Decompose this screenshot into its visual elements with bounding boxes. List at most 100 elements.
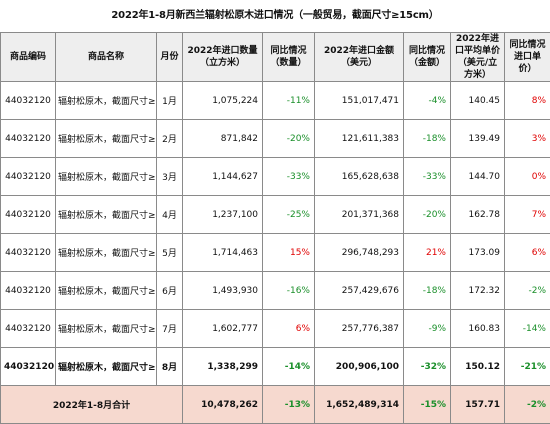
cell-amount: 257,429,676 [315, 272, 404, 310]
table-row: 44032120 辐射松原木，截面尺寸≥15cm 4月 1,237,100 -2… [1, 196, 550, 234]
header-price: 2022年进口平均单价（美元/立方米） [451, 33, 505, 82]
cell-amount-yoy: -32% [404, 348, 451, 386]
cell-name: 辐射松原木，截面尺寸≥15cm [56, 234, 157, 272]
cell-name: 辐射松原木，截面尺寸≥15cm [56, 196, 157, 234]
cell-price: 172.32 [451, 272, 505, 310]
cell-month: 5月 [157, 234, 183, 272]
cell-code: 44032120 [1, 82, 56, 120]
cell-price-yoy: 8% [505, 82, 550, 120]
cell-amount: 151,017,471 [315, 82, 404, 120]
cell-qty: 1,075,224 [183, 82, 263, 120]
total-price: 157.71 [451, 386, 505, 424]
total-qty: 10,478,262 [183, 386, 263, 424]
cell-code: 44032120 [1, 348, 56, 386]
cell-price: 160.83 [451, 310, 505, 348]
import-table: 商品编码 商品名称 月份 2022年进口数量（立方米） 同比情况（数量） 202… [0, 32, 550, 424]
cell-price-yoy: 0% [505, 158, 550, 196]
cell-qty: 1,602,777 [183, 310, 263, 348]
cell-price: 140.45 [451, 82, 505, 120]
cell-price: 162.78 [451, 196, 505, 234]
cell-month: 7月 [157, 310, 183, 348]
cell-qty-yoy: -16% [263, 272, 315, 310]
cell-amount-yoy: -18% [404, 272, 451, 310]
cell-qty-yoy: -11% [263, 82, 315, 120]
cell-qty: 1,144,627 [183, 158, 263, 196]
total-amount: 1,652,489,314 [315, 386, 404, 424]
table-row: 44032120 辐射松原木，截面尺寸≥15cm 6月 1,493,930 -1… [1, 272, 550, 310]
total-price-yoy: -2% [505, 386, 550, 424]
cell-qty: 1,237,100 [183, 196, 263, 234]
cell-price: 139.49 [451, 120, 505, 158]
cell-price-yoy: 6% [505, 234, 550, 272]
cell-qty: 1,338,299 [183, 348, 263, 386]
total-row: 2022年1-8月合计 10,478,262 -13% 1,652,489,31… [1, 386, 550, 424]
table-row: 44032120 辐射松原木，截面尺寸≥15cm 2月 871,842 -20%… [1, 120, 550, 158]
cell-name: 辐射松原木，截面尺寸≥15cm [56, 82, 157, 120]
cell-price: 173.09 [451, 234, 505, 272]
header-qty: 2022年进口数量（立方米） [183, 33, 263, 82]
cell-qty-yoy: -33% [263, 158, 315, 196]
header-name: 商品名称 [56, 33, 157, 82]
cell-price-yoy: -14% [505, 310, 550, 348]
cell-amount-yoy: -18% [404, 120, 451, 158]
header-code: 商品编码 [1, 33, 56, 82]
cell-name: 辐射松原木，截面尺寸≥15cm [56, 310, 157, 348]
cell-qty: 1,714,463 [183, 234, 263, 272]
cell-amount-yoy: -9% [404, 310, 451, 348]
cell-month: 6月 [157, 272, 183, 310]
cell-month: 3月 [157, 158, 183, 196]
header-amount-yoy: 同比情况（金额） [404, 33, 451, 82]
cell-amount-yoy: 21% [404, 234, 451, 272]
cell-code: 44032120 [1, 234, 56, 272]
cell-code: 44032120 [1, 120, 56, 158]
table-row: 44032120 辐射松原木，截面尺寸≥15cm 8月 1,338,299 -1… [1, 348, 550, 386]
cell-qty-yoy: -25% [263, 196, 315, 234]
cell-code: 44032120 [1, 158, 56, 196]
document: 2022年1-8月新西兰辐射松原木进口情况（一般贸易，截面尺寸≥15cm） 商品… [0, 0, 550, 411]
cell-price-yoy: 3% [505, 120, 550, 158]
cell-name: 辐射松原木，截面尺寸≥15cm [56, 348, 157, 386]
cell-name: 辐射松原木，截面尺寸≥15cm [56, 120, 157, 158]
cell-price-yoy: -21% [505, 348, 550, 386]
cell-month: 2月 [157, 120, 183, 158]
cell-price-yoy: -2% [505, 272, 550, 310]
cell-amount: 201,371,368 [315, 196, 404, 234]
cell-qty: 871,842 [183, 120, 263, 158]
cell-price: 144.70 [451, 158, 505, 196]
header-amount: 2022年进口金额（美元） [315, 33, 404, 82]
cell-qty-yoy: 6% [263, 310, 315, 348]
cell-code: 44032120 [1, 196, 56, 234]
cell-price-yoy: 7% [505, 196, 550, 234]
table-row: 44032120 辐射松原木，截面尺寸≥15cm 5月 1,714,463 15… [1, 234, 550, 272]
cell-code: 44032120 [1, 272, 56, 310]
total-qty-yoy: -13% [263, 386, 315, 424]
cell-amount-yoy: -20% [404, 196, 451, 234]
cell-amount: 200,906,100 [315, 348, 404, 386]
cell-amount: 296,748,293 [315, 234, 404, 272]
table-row: 44032120 辐射松原木，截面尺寸≥15cm 3月 1,144,627 -3… [1, 158, 550, 196]
cell-qty-yoy: -20% [263, 120, 315, 158]
cell-amount: 121,611,383 [315, 120, 404, 158]
cell-qty-yoy: 15% [263, 234, 315, 272]
cell-month: 4月 [157, 196, 183, 234]
header-qty-yoy: 同比情况（数量） [263, 33, 315, 82]
cell-name: 辐射松原木，截面尺寸≥15cm [56, 272, 157, 310]
cell-code: 44032120 [1, 310, 56, 348]
cell-amount: 257,776,387 [315, 310, 404, 348]
cell-qty: 1,493,930 [183, 272, 263, 310]
table-row: 44032120 辐射松原木，截面尺寸≥15cm 1月 1,075,224 -1… [1, 82, 550, 120]
cell-qty-yoy: -14% [263, 348, 315, 386]
total-label: 2022年1-8月合计 [1, 386, 183, 424]
cell-amount-yoy: -33% [404, 158, 451, 196]
cell-amount-yoy: -4% [404, 82, 451, 120]
header-month: 月份 [157, 33, 183, 82]
table-title: 2022年1-8月新西兰辐射松原木进口情况（一般贸易，截面尺寸≥15cm） [0, 4, 550, 28]
header-price-yoy: 同比情况进口单价） [505, 33, 550, 82]
cell-amount: 165,628,638 [315, 158, 404, 196]
cell-price: 150.12 [451, 348, 505, 386]
cell-month: 1月 [157, 82, 183, 120]
cell-name: 辐射松原木，截面尺寸≥15cm [56, 158, 157, 196]
header-row: 商品编码 商品名称 月份 2022年进口数量（立方米） 同比情况（数量） 202… [1, 33, 550, 82]
total-amount-yoy: -15% [404, 386, 451, 424]
cell-month: 8月 [157, 348, 183, 386]
